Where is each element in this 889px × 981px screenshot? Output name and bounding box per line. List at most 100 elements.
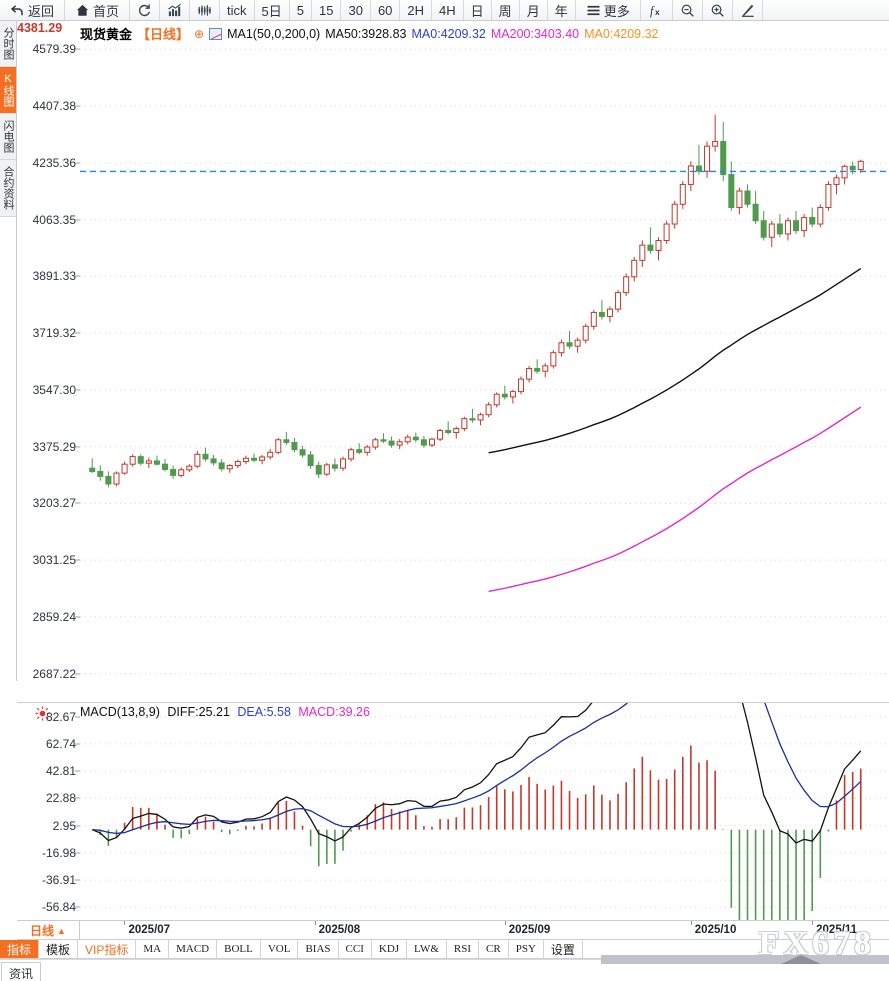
symbol-name: 现货黄金 [80, 27, 133, 42]
price-axis-label: 4235.36 [32, 155, 76, 170]
date-axis-tick [124, 921, 126, 925]
indicator-RSI-button[interactable]: RSI [447, 940, 480, 958]
sidebar-item-1[interactable]: K线图 [0, 67, 16, 114]
toolbar-item-button[interactable]: 年 [548, 0, 576, 20]
toolbar-item-button[interactable]: 月 [520, 0, 548, 20]
price-plot-area[interactable] [80, 21, 889, 702]
ma-params-label: MA1(50,0,200,0) [227, 26, 321, 41]
indicator-LW-button[interactable]: LW& [407, 940, 447, 958]
price-axis-tick [75, 332, 80, 334]
toolbar-item-label: 30 [348, 2, 363, 18]
indicator-KDJ-button[interactable]: KDJ [372, 940, 408, 958]
indicator-VIP-button[interactable]: VIP指标 [78, 940, 137, 958]
symbol-period: 【日线】 [137, 27, 190, 42]
left-view-tabs: 分时图 K线图 闪电图 合约资料 [0, 21, 17, 681]
period-arrow-icon: ▲ [57, 925, 66, 936]
date-axis-tick [690, 921, 692, 925]
macd-plot-area[interactable] [80, 703, 889, 921]
back-arrow-icon [10, 3, 25, 18]
toolbar-item-label: 年 [554, 3, 568, 19]
indicator-VOL-button[interactable]: VOL [261, 940, 299, 958]
toolbar-home-button[interactable]: 首页 [65, 0, 131, 20]
news-tab[interactable]: 资讯 [1, 962, 42, 981]
macd-legend: MACD(13,8,9) DIFF:25.21 DEA:5.58 MACD:39… [35, 705, 370, 721]
macd-axis-label: 62.74 [45, 736, 76, 751]
toolbar-item-label: 首页 [93, 3, 120, 19]
horizontal-scrollbar[interactable] [601, 955, 889, 964]
toolbar-item-button[interactable]: 日 [464, 0, 492, 20]
date-axis-tick [314, 921, 316, 925]
price-axis-label: 4407.38 [32, 99, 76, 114]
toolbar-item-label: 周 [498, 3, 512, 19]
toolbar-5-button[interactable]: 5 [290, 0, 312, 20]
toolbar-zoom-in-button[interactable] [703, 0, 733, 20]
indicator--button[interactable]: 模板 [39, 940, 79, 958]
sidebar-item-0[interactable]: 分时图 [0, 21, 16, 67]
macd-y-axis: 82.67 62.74 42.81 22.88 2.95 -16.98 -36.91 -56.… [17, 703, 80, 921]
period-selector[interactable]: 日线 ▲ [17, 921, 80, 940]
indicator--button[interactable]: 设置 [544, 940, 583, 958]
ma0-orange-value: MA0:4209.32 [584, 26, 659, 41]
date-axis-label: 2025/11 [816, 924, 858, 936]
toolbar-15-button[interactable]: 15 [312, 0, 342, 20]
macd-axis-tick [75, 852, 80, 854]
indicator-MA-button[interactable]: MA [136, 940, 170, 958]
indicator-BIAS-button[interactable]: BIAS [298, 940, 339, 958]
indicator-toolbar: 指标 模板 VIP指标 MA MACD BOLL VOL BIAS CCI KDJ LW& RSI CR… [0, 940, 889, 959]
toolbar-item-button[interactable]: 周 [492, 0, 520, 20]
date-axis-label: 2025/08 [318, 924, 361, 936]
indicator-CR-button[interactable]: CR [479, 940, 509, 958]
home-icon [75, 3, 90, 18]
toolbar-30-button[interactable]: 30 [341, 0, 371, 20]
toolbar-tick-button[interactable]: tick [220, 0, 255, 20]
price-axis-label: 3031.25 [32, 553, 76, 568]
indicator-MACD-button[interactable]: MACD [169, 940, 218, 958]
candlestick-icon [197, 3, 212, 18]
sidebar-item-3[interactable]: 合约资料 [0, 160, 16, 217]
toolbar-4H-button[interactable]: 4H [432, 0, 464, 20]
indicator-CCI-button[interactable]: CCI [339, 940, 372, 958]
toolbar-pencil-button[interactable] [733, 0, 763, 20]
indicator-BOLL-button[interactable]: BOLL [217, 940, 261, 958]
macd-axis-tick [75, 906, 80, 908]
toolbar-item-label: 日 [470, 3, 484, 19]
zoom-out-icon [680, 3, 695, 18]
toolbar-refresh-button[interactable] [130, 0, 161, 20]
macd-axis-tick [75, 770, 80, 772]
price-axis-label: 2859.24 [32, 609, 76, 624]
ma0-blue-value: MA0:4209.32 [411, 26, 486, 41]
toolbar-5-button[interactable]: 5日 [255, 0, 290, 20]
date-axis-label: 2025/07 [128, 924, 171, 936]
toolbar-item-label: 2H [407, 2, 425, 18]
macd-axis-tick [75, 879, 80, 881]
toolbar-60-button[interactable]: 60 [371, 0, 401, 20]
toolbar-hamburger-button[interactable]: 更多 [576, 0, 641, 20]
toolbar-item-label: 15 [319, 2, 334, 18]
date-axis-label: 2025/09 [508, 924, 551, 936]
price-axis-tick [75, 673, 80, 675]
macd-axis-label: 2.95 [52, 818, 76, 833]
ma200-value: MA200:3403.40 [490, 26, 580, 41]
sidebar-item-2[interactable]: 闪电图 [0, 114, 16, 160]
sun-settings-icon[interactable] [35, 706, 50, 721]
price-axis-label: 3203.27 [32, 496, 76, 511]
toolbar-item-label: 5 [296, 2, 304, 18]
toolbar-bar-chart-button[interactable] [160, 0, 191, 20]
toolbar-back-arrow-button[interactable]: 返回 [0, 0, 66, 20]
crosshair-icon[interactable]: ⊕ [194, 26, 205, 41]
indicator-PSY-button[interactable]: PSY [509, 940, 544, 958]
macd-axis-label: -56.84 [41, 900, 76, 915]
top-toolbar: 返回 首页 tick 5日 5 15 30 60 2H 4H 日周月年 更多 f x [0, 0, 889, 21]
toolbar-item-label: 60 [377, 2, 393, 18]
toolbar-zoom-out-button[interactable] [673, 0, 703, 20]
toolbar-item-label: 5日 [261, 3, 282, 19]
toolbar-candlestick-button[interactable] [190, 0, 221, 20]
scrollbar-thumb[interactable] [781, 955, 821, 964]
macd-axis-tick [75, 716, 80, 718]
macd-axis-label: -36.91 [41, 873, 76, 888]
indicator--button[interactable]: 指标 [0, 940, 40, 958]
toolbar-2H-button[interactable]: 2H [400, 0, 433, 20]
macd-chart-svg [80, 703, 889, 921]
macd-axis-tick [75, 743, 80, 745]
